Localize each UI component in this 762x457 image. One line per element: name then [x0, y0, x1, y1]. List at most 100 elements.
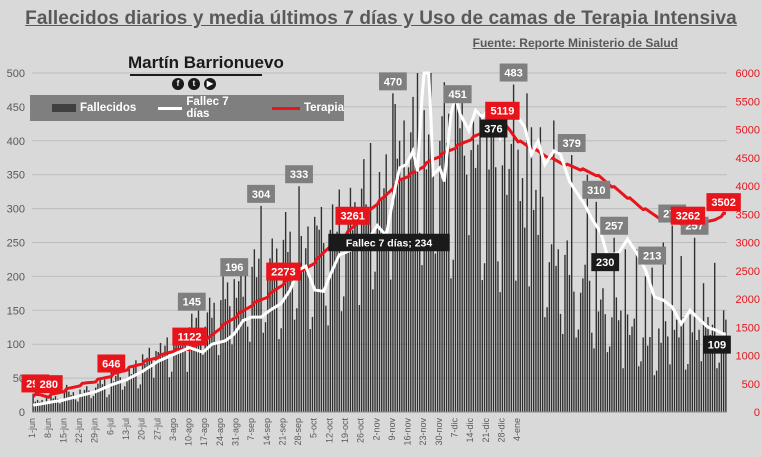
deaths-data-label: 470	[384, 76, 402, 88]
deaths-bar	[696, 339, 698, 412]
deaths-bar	[396, 158, 399, 412]
deaths-bar	[533, 209, 535, 412]
facebook-icon[interactable]: f	[172, 78, 184, 90]
avg7-callout-label-box	[328, 233, 450, 252]
deaths-bar	[608, 346, 611, 412]
deaths-bar	[624, 249, 627, 412]
deaths-bar	[39, 401, 41, 412]
deaths-bar	[517, 149, 519, 412]
x-tick-label: 10-ago	[184, 418, 194, 446]
therapy-data-label: 3262	[676, 211, 700, 223]
deaths-bar	[112, 381, 115, 412]
deaths-bar	[271, 238, 273, 412]
legend-label-terapia: Terapia	[303, 102, 344, 114]
deaths-bar	[242, 296, 244, 412]
deaths-bar	[597, 311, 600, 412]
deaths-bar	[461, 95, 463, 413]
deaths-bar	[689, 314, 691, 412]
deaths-bar	[615, 297, 618, 412]
chart-source: Fuente: Reporte Ministerio de Salud	[472, 36, 678, 50]
deaths-bar	[367, 222, 370, 412]
chart-title: Fallecidos diarios y media últimos 7 día…	[25, 8, 737, 29]
deaths-bar	[427, 134, 430, 413]
deaths-bar	[74, 399, 77, 412]
twitter-icon[interactable]: t	[188, 78, 200, 90]
deaths-bar	[658, 328, 660, 412]
deaths-bar	[267, 277, 269, 412]
youtube-icon[interactable]: ▶	[204, 78, 216, 90]
deaths-bar	[52, 398, 54, 412]
deaths-bar	[631, 326, 633, 412]
deaths-data-label-box	[499, 63, 528, 82]
deaths-bar	[137, 388, 139, 412]
therapy-data-label-box	[335, 206, 370, 225]
deaths-bar	[356, 222, 358, 412]
deaths-bar	[108, 394, 110, 412]
deaths-bar	[338, 189, 340, 412]
deaths-bar	[673, 329, 676, 412]
deaths-bar	[249, 341, 251, 412]
deaths-bar	[372, 289, 374, 412]
deaths-bar	[660, 342, 662, 412]
y-left-tick-label: 0	[19, 407, 25, 419]
deaths-bar	[486, 111, 488, 412]
y-left-tick-label: 400	[7, 136, 25, 148]
deaths-bar	[88, 390, 90, 412]
deaths-bar	[559, 313, 562, 412]
x-tick-label: 2-nov	[371, 418, 381, 441]
x-tick-label: 21-sep	[277, 418, 287, 446]
y-right-tick-label: 1500	[736, 322, 760, 334]
deaths-bar	[83, 389, 86, 412]
deaths-bar	[298, 186, 300, 412]
deaths-bar	[457, 106, 459, 413]
deaths-bar	[667, 336, 669, 412]
deaths-bar	[519, 201, 521, 412]
deaths-bar	[177, 331, 180, 412]
deaths-bar	[289, 231, 291, 412]
deaths-bar	[564, 254, 566, 412]
deaths-bar	[579, 292, 582, 412]
therapy-data-label-box	[706, 193, 741, 212]
deaths-bar	[162, 354, 164, 412]
deaths-data-label-box	[285, 165, 313, 184]
deaths-bar	[642, 337, 644, 412]
deaths-bar	[72, 392, 75, 412]
deaths-bar	[577, 329, 580, 412]
deaths-bar	[106, 397, 108, 412]
deaths-bar	[635, 249, 638, 412]
x-tick-label: 21-dic	[481, 418, 491, 443]
legend-label-fallec-7: Fallec 7 días	[186, 96, 229, 120]
therapy-data-label-box	[670, 206, 706, 225]
deaths-bar	[436, 234, 439, 412]
deaths-bar	[410, 132, 412, 412]
deaths-bar	[251, 266, 253, 412]
deaths-bar	[314, 216, 316, 412]
deaths-bar	[41, 399, 43, 412]
deaths-bar	[262, 332, 264, 412]
deaths-bar	[693, 237, 696, 412]
deaths-data-label: 379	[563, 138, 581, 150]
deaths-bar	[329, 229, 332, 412]
deaths-bar	[79, 389, 81, 412]
deaths-bar	[115, 375, 117, 412]
deaths-bar	[582, 278, 584, 412]
deaths-bar	[320, 206, 323, 412]
y-right-tick-label: 5500	[736, 96, 760, 108]
deaths-bar	[36, 399, 39, 412]
deaths-bar	[32, 393, 34, 412]
deaths-data-label-box	[247, 184, 275, 203]
x-tick-label: 14-dic	[465, 418, 475, 443]
x-tick-label: 29-jun	[90, 418, 100, 443]
deaths-bar	[588, 280, 591, 412]
deaths-bar	[354, 202, 356, 412]
y-left-tick-label: 300	[7, 204, 25, 216]
deaths-bar	[345, 235, 347, 412]
deaths-data-label-box	[379, 72, 407, 91]
deaths-bar	[566, 240, 568, 412]
deaths-bar	[168, 377, 171, 412]
therapy-data-label-box	[34, 375, 63, 394]
x-tick-label: 4-ene	[512, 418, 522, 441]
deaths-bar	[644, 276, 647, 412]
therapy-data-label-box	[172, 327, 207, 346]
deaths-bar	[293, 319, 296, 412]
